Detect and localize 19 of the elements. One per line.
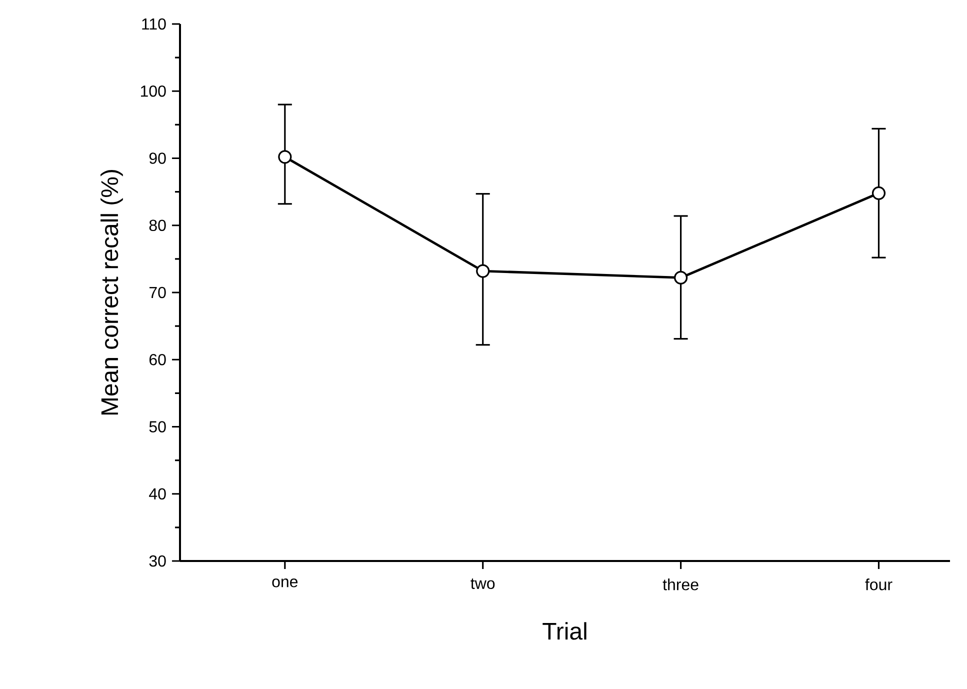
y-tick-label: 30 (149, 555, 166, 567)
x-tick-label: two (470, 578, 495, 590)
x-tick-label: one (272, 578, 298, 588)
y-tick-label: 50 (149, 421, 166, 432)
y-tick-label: 70 (149, 286, 166, 298)
point (476, 264, 490, 278)
y-tick-label: 60 (149, 354, 166, 366)
y-tick-label: 40 (149, 488, 166, 500)
y-tick-label: 100 (140, 85, 166, 97)
point (674, 270, 688, 285)
y-tick-label: 90 (149, 152, 166, 164)
x-tick-label: four (865, 578, 892, 590)
y-tick-label: 80 (149, 220, 166, 232)
point (872, 186, 886, 200)
x-tick-label: three (662, 578, 698, 590)
point (278, 150, 292, 164)
y-tick-label: 110 (142, 18, 166, 30)
x-axis-title: Trial (542, 622, 586, 640)
y-axis-title: Mean correct recall (%) (100, 170, 123, 415)
